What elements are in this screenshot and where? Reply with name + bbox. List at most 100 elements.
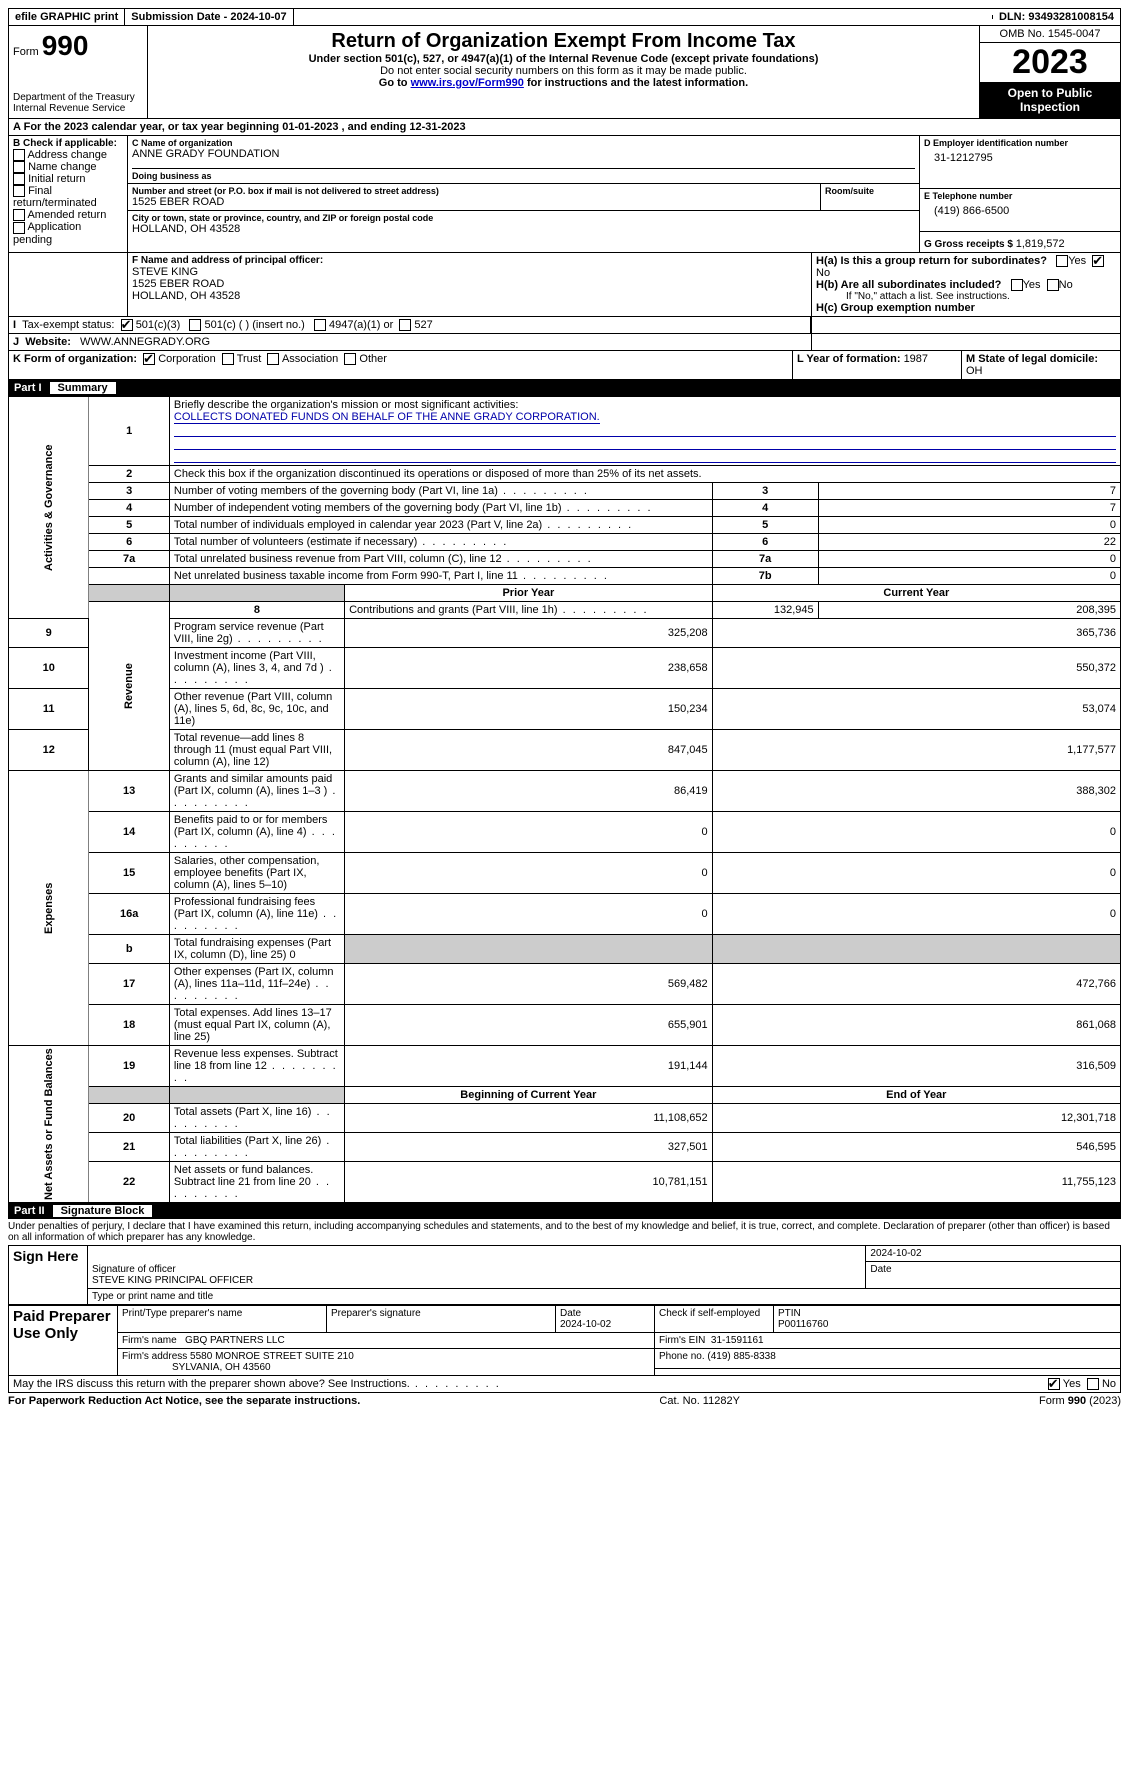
gross-value: 1,819,572: [1016, 238, 1065, 250]
sign-here: Sign Here: [9, 1246, 88, 1305]
sig-date: 2024-10-02: [866, 1246, 1121, 1262]
box-h: H(a) Is this a group return for subordin…: [812, 253, 1120, 316]
hb-no[interactable]: [1047, 279, 1059, 291]
opt-initial-return[interactable]: Initial return: [13, 173, 123, 185]
line-1-num: 1: [89, 397, 169, 466]
irs-link[interactable]: www.irs.gov/Form990: [411, 77, 524, 89]
website-value: WWW.ANNEGRADY.ORG: [80, 336, 210, 348]
chk-501c3[interactable]: [121, 319, 133, 331]
gov-row-6: 6Total number of volunteers (estimate if…: [9, 534, 1121, 551]
gov-row-7a: 7aTotal unrelated business revenue from …: [9, 551, 1121, 568]
street-value: 1525 EBER ROAD: [132, 196, 816, 208]
part2-header: Part II Signature Block: [8, 1203, 1121, 1219]
officer-city: HOLLAND, OH 43528: [132, 290, 807, 302]
signature-table: Sign Here 2024-10-02 Signature of office…: [8, 1245, 1121, 1305]
discuss-yes[interactable]: [1048, 1378, 1060, 1390]
room-label: Room/suite: [825, 186, 915, 196]
tax-year: 2023: [980, 43, 1120, 82]
gov-row-3: 3Number of voting members of the governi…: [9, 483, 1121, 500]
h-b-note: If "No," attach a list. See instructions…: [816, 291, 1116, 302]
cat-no: Cat. No. 11282Y: [659, 1395, 740, 1407]
period-a: A For the 2023 calendar year, or tax yea…: [9, 119, 1120, 135]
chk-4947[interactable]: [314, 319, 326, 331]
firm-name: GBQ PARTNERS LLC: [185, 1335, 285, 1346]
prep-date: 2024-10-02: [560, 1319, 611, 1330]
efile-label: efile GRAPHIC print: [9, 9, 125, 25]
return-title: Return of Organization Exempt From Incom…: [152, 30, 975, 53]
ptin-value: P00116760: [778, 1319, 828, 1330]
preparer-header: Paid Preparer Use Only: [9, 1305, 118, 1375]
phone-label: E Telephone number: [924, 191, 1116, 201]
discuss-row: May the IRS discuss this return with the…: [8, 1376, 1121, 1393]
gov-row-5: 5Total number of individuals employed in…: [9, 517, 1121, 534]
header-left: Form 990 Department of the Treasury Inte…: [9, 26, 148, 118]
period-row: A For the 2023 calendar year, or tax yea…: [8, 119, 1121, 136]
submission-date: Submission Date - 2024-10-07: [125, 9, 293, 25]
gross-label: G Gross receipts $: [924, 239, 1016, 250]
form-ref: Form 990 (2023): [1039, 1395, 1121, 1407]
opt-amended[interactable]: Amended return: [13, 209, 123, 221]
box-c: C Name of organization ANNE GRADY FOUNDA…: [128, 136, 920, 252]
side-gov: Activities & Governance: [9, 397, 89, 619]
side-rev: Revenue: [89, 602, 169, 771]
form-label: Form: [13, 46, 39, 58]
box-deg: D Employer identification number 31-1212…: [920, 136, 1120, 252]
sig-officer-label: Signature of officer: [92, 1264, 176, 1275]
opt-final-return[interactable]: Final return/terminated: [13, 185, 123, 209]
ha-yes[interactable]: [1056, 255, 1068, 267]
discuss-question: May the IRS discuss this return with the…: [13, 1378, 1048, 1390]
fh-block: F Name and address of principal officer:…: [8, 253, 1121, 317]
chk-assoc[interactable]: [267, 353, 279, 365]
box-b-label: B Check if applicable:: [13, 138, 123, 149]
box-k: K Form of organization: Corporation Trus…: [9, 351, 793, 379]
prep-sig-label: Preparer's signature: [327, 1305, 556, 1332]
part2-num: Part II: [14, 1205, 53, 1217]
part2-title: Signature Block: [53, 1205, 153, 1217]
pra-notice: For Paperwork Reduction Act Notice, see …: [8, 1395, 360, 1407]
line-2-num: 2: [89, 466, 169, 483]
chk-527[interactable]: [399, 319, 411, 331]
ein-value: 31-1212795: [924, 148, 1116, 164]
chk-trust[interactable]: [222, 353, 234, 365]
ein-label: D Employer identification number: [924, 138, 1116, 148]
firm-ein: 31-1591161: [711, 1335, 764, 1346]
h-b: H(b) Are all subordinates included? Yes …: [816, 279, 1116, 291]
mission-text: COLLECTS DONATED FUNDS ON BEHALF OF THE …: [174, 411, 600, 424]
firm-phone: (419) 885-8338: [707, 1351, 775, 1362]
opt-app-pending[interactable]: Application pending: [13, 221, 123, 245]
dba-label: Doing business as: [132, 168, 915, 181]
form-number: 990: [42, 30, 89, 61]
firm-addr1: 5580 MONROE STREET SUITE 210: [190, 1351, 354, 1362]
spacer: [294, 15, 993, 19]
phone-value: (419) 866-6500: [924, 201, 1116, 217]
header-right: OMB No. 1545-0047 2023 Open to Public In…: [980, 26, 1120, 118]
preparer-table: Paid Preparer Use Only Print/Type prepar…: [8, 1305, 1121, 1376]
box-m: M State of legal domicile: OH: [962, 351, 1120, 379]
klm-row: K Form of organization: Corporation Trus…: [8, 351, 1121, 380]
opt-name-change[interactable]: Name change: [13, 161, 123, 173]
chk-corp[interactable]: [143, 353, 155, 365]
side-exp: Expenses: [9, 771, 89, 1046]
goto-line: Go to www.irs.gov/Form990 for instructio…: [152, 77, 975, 89]
officer-name: STEVE KING: [132, 266, 807, 278]
street-label: Number and street (or P.O. box if mail i…: [132, 186, 816, 196]
chk-501c[interactable]: [189, 319, 201, 331]
j-row: J Website: WWW.ANNEGRADY.ORG: [8, 334, 1121, 351]
opt-address-change[interactable]: Address change: [13, 149, 123, 161]
dln: DLN: 93493281008154: [993, 9, 1120, 25]
box-j: J Website: WWW.ANNEGRADY.ORG: [9, 334, 812, 350]
box-l: L Year of formation: 1987: [793, 351, 962, 379]
gov-row-7b: Net unrelated business taxable income fr…: [9, 568, 1121, 585]
chk-other[interactable]: [344, 353, 356, 365]
summary-table: Activities & Governance 1 Briefly descri…: [8, 396, 1121, 1203]
prep-name-label: Print/Type preparer's name: [118, 1305, 327, 1332]
h-c-cont: [811, 317, 1120, 333]
open-public: Open to Public Inspection: [980, 82, 1120, 118]
b-spacer: [9, 253, 128, 316]
part1-header: Part I Summary: [8, 380, 1121, 396]
dept-irs: Internal Revenue Service: [13, 103, 143, 114]
gov-row-4: 4Number of independent voting members of…: [9, 500, 1121, 517]
ha-no[interactable]: [1092, 255, 1104, 267]
discuss-no[interactable]: [1087, 1378, 1099, 1390]
hb-yes[interactable]: [1011, 279, 1023, 291]
